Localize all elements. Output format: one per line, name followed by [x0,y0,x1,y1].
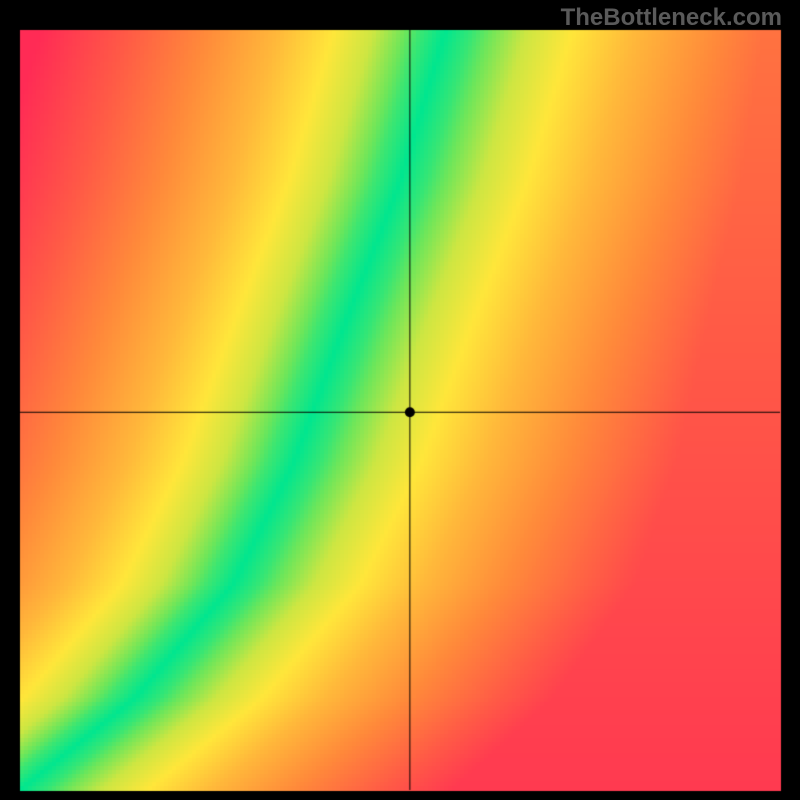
chart-container: TheBottleneck.com [0,0,800,800]
bottleneck-heatmap [0,0,800,800]
